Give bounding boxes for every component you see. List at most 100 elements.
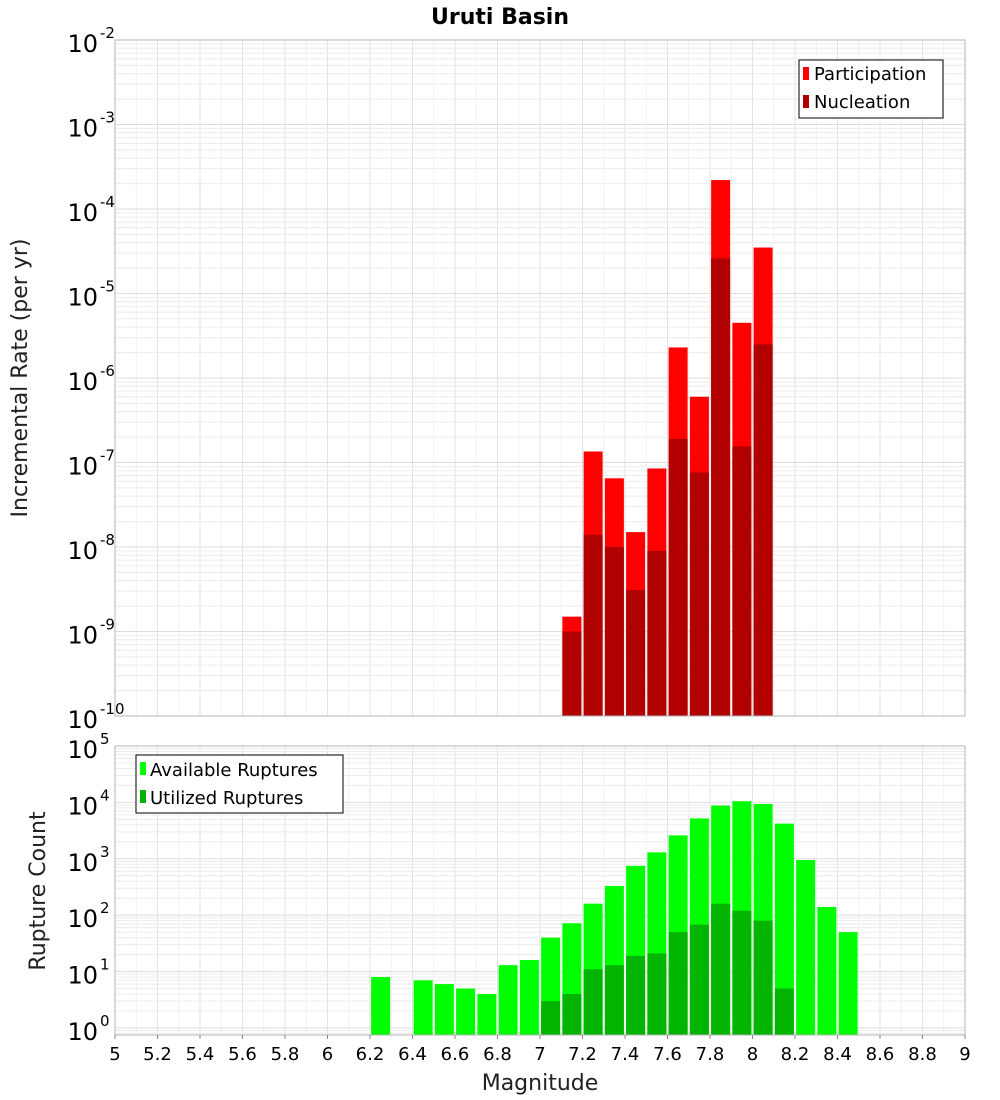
x-tick-label: 6.8	[483, 1044, 512, 1065]
y-tick-label-exponent: -9	[100, 616, 115, 634]
y-tick-label-exponent: 1	[100, 956, 110, 974]
top-legend-box	[798, 59, 944, 119]
legend-label-nucleation: Nucleation	[814, 92, 910, 113]
x-tick-label: 6.4	[398, 1044, 427, 1065]
y-tick-label-exponent: -10	[100, 700, 125, 718]
y-tick-label-base: 10	[67, 199, 98, 227]
y-tick-label-base: 10	[67, 115, 98, 143]
available-ruptures-bar	[434, 984, 454, 1035]
y-tick-label-base: 10	[67, 453, 98, 481]
nucleation-bar	[626, 589, 646, 716]
x-tick-label: 6.6	[441, 1044, 470, 1065]
y-tick-label-exponent: -5	[100, 278, 115, 296]
y-tick-label-exponent: 0	[100, 1012, 110, 1030]
x-tick-label: 7.4	[611, 1044, 640, 1065]
legend-label-participation: Participation	[814, 64, 926, 85]
y-tick-label-base: 10	[67, 706, 98, 734]
x-tick-label: 8.2	[781, 1044, 810, 1065]
utilized-ruptures-bar	[583, 969, 603, 1035]
nucleation-bar	[689, 472, 709, 716]
y-tick-label-exponent: 3	[100, 843, 110, 861]
utilized-ruptures-bar	[689, 924, 709, 1035]
utilized-ruptures-bar	[668, 932, 688, 1035]
legend-swatch-participation	[803, 67, 809, 80]
utilized-ruptures-bar	[626, 955, 646, 1035]
x-tick-label: 5.8	[271, 1044, 300, 1065]
y-tick-label-base: 10	[67, 30, 98, 58]
utilized-ruptures-bar	[604, 965, 624, 1035]
x-ticks: 5 5.2 5.4 5.6 5.8 6 6.2 6.4 6.6 6.8 7 7.2 7.4 7.6 7.8 8…	[109, 1035, 971, 1065]
nucleation-bar	[604, 547, 624, 716]
x-tick-label: 7.6	[653, 1044, 682, 1065]
utilized-ruptures-bar	[541, 1001, 561, 1035]
available-ruptures-bar	[371, 977, 391, 1035]
available-ruptures-bar	[774, 823, 794, 1035]
utilized-ruptures-bar	[711, 903, 731, 1035]
y-tick-label-base: 10	[67, 962, 98, 990]
nucleation-bar	[668, 438, 688, 716]
y-tick-label-exponent: -4	[100, 193, 115, 211]
nucleation-bar	[562, 631, 582, 716]
top-grid	[114, 40, 966, 717]
y-tick-label-exponent: -7	[100, 447, 115, 465]
y-tick-label-base: 10	[67, 1018, 98, 1046]
available-ruptures-bar	[796, 860, 816, 1035]
x-tick-label: 6.2	[356, 1044, 385, 1065]
y-tick-label-base: 10	[67, 368, 98, 396]
x-tick-label: 6	[322, 1044, 333, 1065]
available-ruptures-bar	[456, 988, 476, 1035]
top-plot-frame	[114, 39, 966, 717]
x-tick-label: 8.8	[908, 1044, 937, 1065]
x-tick-label: 5.2	[143, 1044, 172, 1065]
available-ruptures-bar	[477, 994, 497, 1035]
nucleation-bar	[711, 258, 731, 716]
available-ruptures-bar	[817, 906, 837, 1035]
x-tick-label: 9	[959, 1044, 970, 1065]
bottom-legend-box	[135, 754, 344, 814]
chart-title: Uruti Basin	[431, 5, 569, 30]
legend-swatch-available	[140, 762, 146, 775]
legend-label-utilized: Utilized Ruptures	[150, 788, 303, 809]
y-tick-label-base: 10	[67, 537, 98, 565]
y-tick-label-base: 10	[67, 284, 98, 312]
utilized-ruptures-bar	[753, 920, 773, 1035]
top-bars	[562, 180, 773, 716]
y-tick-label-exponent: -2	[100, 24, 115, 42]
nucleation-bar	[732, 446, 752, 716]
legend-label-available: Available Ruptures	[150, 760, 318, 781]
x-tick-label: 5.4	[186, 1044, 215, 1065]
available-ruptures-bar	[838, 932, 858, 1035]
bottom-legend: Available Ruptures Utilized Ruptures	[135, 754, 344, 814]
x-tick-label: 7.8	[696, 1044, 725, 1065]
x-tick-label: 8.6	[866, 1044, 895, 1065]
y-tick-label-base: 10	[67, 792, 98, 820]
y-tick-label-exponent: -3	[100, 109, 115, 127]
legend-swatch-utilized	[140, 790, 146, 803]
nucleation-bar	[583, 534, 603, 716]
x-tick-label: 5	[109, 1044, 120, 1065]
x-tick-label: 7.2	[568, 1044, 597, 1065]
available-ruptures-bar	[413, 980, 433, 1035]
utilized-ruptures-bar	[562, 994, 582, 1035]
nucleation-bar	[753, 344, 773, 716]
y-tick-label-exponent: 5	[100, 730, 110, 748]
utilized-ruptures-bar	[774, 988, 794, 1035]
y-tick-label-base: 10	[67, 736, 98, 764]
y-tick-label-exponent: 4	[100, 786, 110, 804]
bottom-y-axis-label: Rupture Count	[26, 811, 51, 971]
x-tick-label: 5.6	[228, 1044, 257, 1065]
legend-swatch-nucleation	[803, 95, 809, 108]
y-tick-label-base: 10	[67, 849, 98, 877]
utilized-ruptures-bar	[732, 910, 752, 1035]
y-tick-label-exponent: -6	[100, 362, 115, 380]
y-tick-label-exponent: -8	[100, 531, 115, 549]
x-tick-label: 8.4	[823, 1044, 852, 1065]
top-legend: Participation Nucleation	[798, 59, 944, 119]
bottom-bars	[371, 801, 858, 1035]
x-tick-label: 7	[534, 1044, 545, 1065]
